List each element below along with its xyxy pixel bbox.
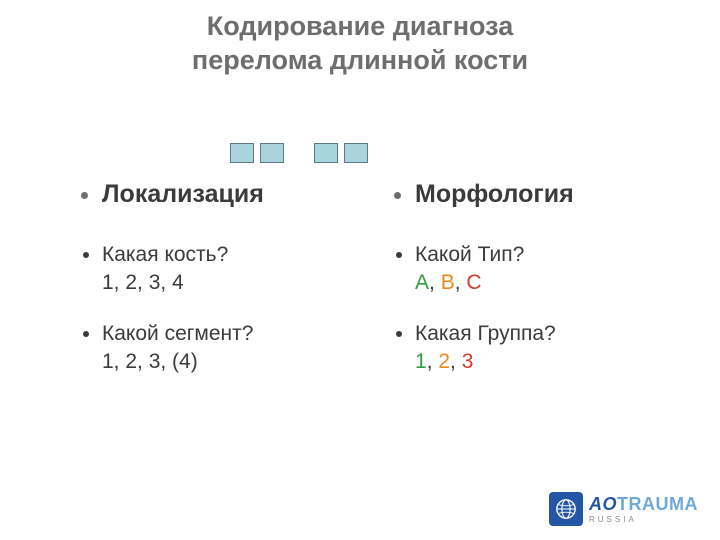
separator: , [455,271,467,294]
list-item: Какой сегмент? 1, 2, 3, (4) [102,320,377,377]
box-gap [290,143,308,163]
code-box [344,143,368,163]
answer-token: C [466,271,481,294]
morphology-list: Какой Тип? A, B, C Какая Группа? 1, 2, 3 [387,241,680,376]
column-localization: Локализация Какая кость? 1, 2, 3, 4 Како… [74,180,377,398]
logo-ao: AO [589,494,617,514]
answer-colored: 1, 2, 3 [415,348,680,376]
heading-label: Морфология [415,180,574,208]
question: Какая Группа? [415,320,680,348]
code-boxes-row [230,143,368,163]
answer: 1, 2, 3, 4 [102,269,377,297]
list-item: Какая кость? 1, 2, 3, 4 [102,241,377,298]
logo-text: AOTRAUMA RUSSIA [589,495,698,524]
separator: , [429,271,441,294]
heading-label: Локализация [102,180,264,208]
title-line-1: Кодирование диагноза [207,11,514,41]
logo-badge [549,492,583,526]
code-box [230,143,254,163]
column-morphology: Морфология Какой Тип? A, B, C Какая Груп… [377,180,680,398]
logo: AOTRAUMA RUSSIA [549,492,698,526]
heading-localization: Локализация [102,180,377,209]
logo-sub: RUSSIA [589,516,698,524]
list-item: Какая Группа? 1, 2, 3 [415,320,680,377]
columns: Локализация Какая кость? 1, 2, 3, 4 Како… [74,180,680,398]
answer-token: 2 [438,350,450,373]
answer-token: B [441,271,455,294]
answer-colored: A, B, C [415,269,680,297]
code-box [260,143,284,163]
list-item: Какой Тип? A, B, C [415,241,680,298]
slide-title: Кодирование диагноза перелома длинной ко… [0,0,720,78]
title-line-2: перелома длинной кости [192,45,528,75]
logo-trauma: TRAUMA [617,494,698,514]
separator: , [450,350,462,373]
code-box [314,143,338,163]
separator: , [427,350,439,373]
localization-list: Какая кость? 1, 2, 3, 4 Какой сегмент? 1… [74,241,377,376]
question: Какой Тип? [415,241,680,269]
heading-morphology: Морфология [415,180,680,209]
slide: Кодирование диагноза перелома длинной ко… [0,0,720,540]
answer: 1, 2, 3, (4) [102,348,377,376]
globe-icon [555,498,577,520]
question: Какой сегмент? [102,320,377,348]
question: Какая кость? [102,241,377,269]
answer-token: A [415,271,429,294]
answer-token: 3 [462,350,474,373]
answer-token: 1 [415,350,427,373]
